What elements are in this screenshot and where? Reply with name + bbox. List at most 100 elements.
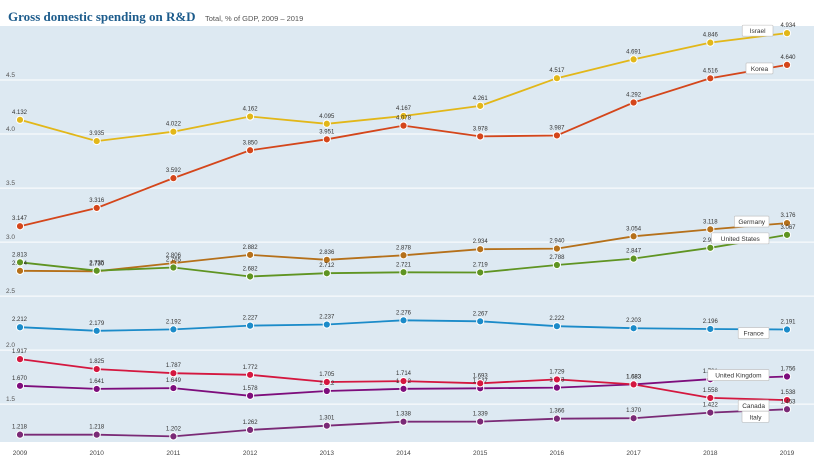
series-name-label: Canada bbox=[742, 403, 765, 410]
data-label: 2.267 bbox=[473, 311, 489, 317]
data-point bbox=[629, 55, 638, 64]
data-label: 2.721 bbox=[396, 262, 412, 268]
data-point bbox=[629, 324, 638, 333]
series-name-label: Israel bbox=[750, 28, 766, 35]
data-point bbox=[706, 225, 715, 234]
data-label: 1.453 bbox=[780, 399, 796, 405]
data-point bbox=[169, 383, 178, 393]
data-label: 2.947 bbox=[703, 238, 719, 244]
data-point bbox=[476, 417, 485, 426]
data-point bbox=[399, 376, 408, 386]
data-label: 2.934 bbox=[473, 239, 489, 245]
y-tick-label: 1.5 bbox=[6, 396, 15, 403]
data-label: 1.649 bbox=[166, 378, 182, 384]
data-label: 4.167 bbox=[396, 106, 412, 112]
data-label: 1.370 bbox=[626, 408, 642, 414]
data-label: 2.712 bbox=[319, 263, 335, 269]
data-point bbox=[169, 325, 178, 334]
data-label: 1.729 bbox=[549, 369, 565, 375]
data-label: 2.276 bbox=[396, 310, 412, 316]
data-point bbox=[476, 379, 485, 388]
data-label: 1.366 bbox=[549, 409, 565, 415]
data-point bbox=[322, 320, 331, 329]
data-label: 4.846 bbox=[703, 33, 719, 39]
data-label: 2.806 bbox=[166, 253, 182, 259]
data-label: 4.516 bbox=[703, 68, 719, 74]
x-tick-label: 2009 bbox=[13, 450, 28, 457]
data-point bbox=[92, 266, 101, 275]
data-point bbox=[169, 127, 178, 136]
series-name-label: Korea bbox=[751, 66, 769, 73]
data-label: 2.222 bbox=[549, 316, 565, 322]
data-point bbox=[706, 393, 715, 403]
data-label: 1.917 bbox=[12, 349, 28, 355]
series-name-label: Germany bbox=[738, 219, 765, 226]
y-tick-label: 2.5 bbox=[6, 288, 15, 295]
x-tick-label: 2011 bbox=[166, 450, 180, 457]
data-point bbox=[15, 430, 25, 439]
data-label: 1.683 bbox=[626, 374, 642, 380]
data-label: 3.118 bbox=[703, 219, 718, 225]
data-point bbox=[629, 232, 638, 241]
data-point bbox=[706, 324, 715, 334]
x-tick-label: 2015 bbox=[473, 450, 488, 457]
data-point bbox=[476, 101, 485, 110]
data-label: 1.683 bbox=[626, 374, 642, 380]
data-label: 2.882 bbox=[243, 245, 259, 251]
data-point bbox=[552, 131, 562, 140]
data-point bbox=[399, 121, 408, 130]
data-point bbox=[629, 98, 638, 107]
data-label: 2.212 bbox=[12, 317, 28, 323]
data-point bbox=[92, 136, 101, 146]
data-point bbox=[399, 268, 408, 277]
data-point bbox=[399, 384, 408, 393]
series-name-box bbox=[711, 232, 770, 245]
chart-header: Gross domestic spending on R&D Total, % … bbox=[8, 8, 303, 26]
data-label: 1.262 bbox=[243, 420, 259, 426]
data-point bbox=[92, 326, 101, 335]
data-label: 3.987 bbox=[549, 125, 565, 131]
series-name-label: United Kingdom bbox=[715, 373, 761, 380]
data-point bbox=[92, 364, 101, 374]
data-label: 4.095 bbox=[319, 114, 335, 120]
data-point bbox=[15, 115, 25, 124]
series-name-box bbox=[741, 24, 774, 37]
data-point bbox=[552, 74, 562, 83]
data-label: 4.691 bbox=[626, 49, 642, 55]
data-point bbox=[782, 60, 792, 69]
data-point bbox=[706, 243, 715, 252]
data-point bbox=[706, 408, 715, 417]
data-label: 4.162 bbox=[243, 107, 259, 113]
x-tick-label: 2016 bbox=[550, 450, 565, 457]
data-label: 2.227 bbox=[243, 316, 259, 322]
data-point bbox=[782, 395, 792, 405]
y-tick-label: 3.5 bbox=[6, 180, 15, 187]
data-point bbox=[782, 325, 792, 334]
data-label: 1.714 bbox=[396, 371, 412, 377]
data-point bbox=[782, 218, 792, 228]
data-point bbox=[322, 421, 331, 430]
data-label: 1.538 bbox=[780, 390, 796, 396]
data-label: 2.192 bbox=[166, 319, 182, 325]
series-name-label: Italy bbox=[750, 414, 763, 421]
data-label: 2.730 bbox=[89, 261, 105, 267]
series-name-label: United States bbox=[721, 236, 761, 243]
data-label: 1.756 bbox=[780, 367, 796, 373]
data-label: 1.218 bbox=[12, 425, 28, 431]
data-point bbox=[92, 384, 101, 394]
data-label: 4.292 bbox=[626, 93, 642, 99]
data-point bbox=[246, 272, 255, 281]
data-point bbox=[322, 119, 331, 128]
data-point bbox=[92, 430, 101, 439]
x-tick-label: 2019 bbox=[780, 450, 795, 457]
x-tick-label: 2018 bbox=[703, 450, 718, 457]
data-point bbox=[629, 380, 638, 389]
data-point bbox=[552, 383, 562, 392]
data-point bbox=[399, 251, 408, 260]
y-tick-label: 4.0 bbox=[6, 126, 15, 133]
data-point bbox=[15, 266, 25, 275]
data-label: 2.878 bbox=[396, 245, 412, 251]
data-label: 2.237 bbox=[319, 315, 335, 321]
data-label: 4.078 bbox=[396, 116, 412, 122]
